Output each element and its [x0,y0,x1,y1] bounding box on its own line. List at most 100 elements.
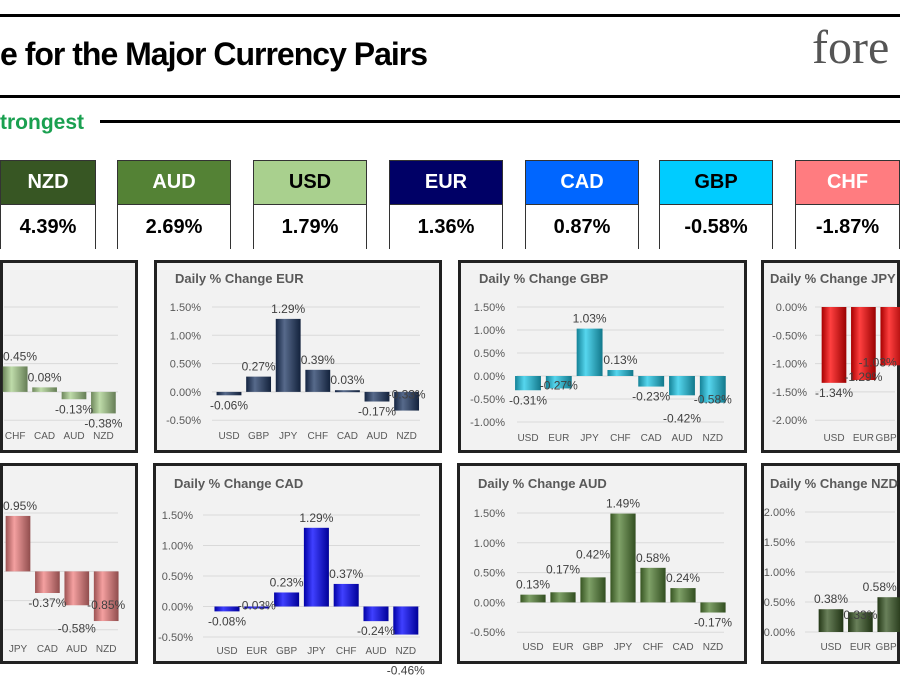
y-tick-label: -1.00% [772,359,807,371]
bar-left-bottom-cad [35,571,60,594]
category-label: CAD [37,644,58,655]
bar-aud-gbp [580,577,606,603]
category-label: USD [820,642,841,653]
y-tick-label: 0.00% [776,302,807,314]
strength-value-cell: 1.36% [390,205,502,250]
category-label: GBP [276,646,297,657]
category-label: JPY [279,431,298,442]
bar-eur-chf [305,369,331,392]
bar-jpy-usd [821,307,847,383]
data-label: -0.17% [694,616,732,630]
bar-left-top-chf [2,366,28,392]
data-label: -1.03% [859,355,897,369]
category-label: GBP [582,642,603,653]
bar-nzd-gbp [877,597,900,632]
data-label: 1.29% [299,511,333,525]
y-tick-label: 0.00% [170,387,201,399]
data-label: 0.37% [329,567,363,581]
strength-currency-header: CAD [526,161,638,205]
strength-currency-header: GBP [660,161,772,205]
chart-panel-aud: Daily % Change AUD [457,463,747,664]
bar-gbp-cad [638,376,665,387]
strength-currency-header: NZD [1,161,95,205]
category-label: AUD [63,431,84,442]
data-label: -0.06% [210,398,248,412]
strength-currency: CAD [560,171,604,193]
data-label: 0.33% [843,608,877,622]
category-label: NZD [703,642,724,653]
category-label: CHF [5,431,26,442]
bar-cad-gbp [274,592,300,607]
strength-currency: GBP [694,171,738,193]
data-label: 0.13% [603,353,637,367]
category-label: EUR [548,433,569,444]
category-label: NZD [396,646,417,657]
bar-gbp-usd [515,376,541,391]
bar-left-bottom-jpy [5,515,31,572]
data-label: -0.38% [84,416,122,430]
strength-value: 2.69% [145,216,203,238]
bar-gbp-aud [669,376,695,396]
section-rule [100,120,900,123]
category-label: CAD [672,642,693,653]
y-tick-label: 0.00% [474,371,505,383]
data-label: 0.24% [666,571,700,585]
y-tick-label: 0.50% [764,597,795,609]
strength-box-gbp: GBP -0.58% [659,160,773,250]
y-tick-label: 1.50% [764,537,795,549]
data-label: -1.29% [844,370,882,384]
strength-value-cell: 2.69% [118,205,230,250]
y-tick-label: -1.50% [772,387,807,399]
y-tick-label: 1.50% [162,510,193,522]
data-label: 0.95% [3,499,37,513]
category-label: AUD [365,646,386,657]
category-label: EUR [552,642,573,653]
bar-aud-usd [520,594,546,603]
data-label: 0.27% [242,360,276,374]
category-label: USD [522,642,543,653]
bar-aud-eur [550,592,576,603]
chart-title-nzd: Daily % Change NZD [770,476,898,491]
y-tick-label: 2.00% [764,507,795,519]
strength-value-cell: 4.39% [1,205,95,250]
y-tick-label: -1.00% [470,417,505,429]
chart-title-eur: Daily % Change EUR [175,271,304,286]
category-label: EUR [850,642,871,653]
category-label: CHF [610,433,631,444]
strength-value-cell: 0.87% [526,205,638,250]
data-label: -0.31% [509,393,547,407]
chart-title-jpy: Daily % Change JPY [770,271,896,286]
bar-cad-aud [363,606,389,622]
y-tick-label: -0.50% [470,394,505,406]
strength-value-cell: 1.79% [254,205,366,250]
data-label: -0.42% [663,411,701,425]
bar-gbp-eur [545,376,572,389]
y-tick-label: -0.50% [470,627,505,639]
y-tick-label: 1.50% [474,302,505,314]
strength-box-aud: AUD 2.69% [117,160,231,250]
y-tick-label: -2.00% [772,415,807,427]
y-tick-label: 1.00% [474,325,505,337]
bar-jpy-eur [851,307,876,381]
y-tick-label: 0.50% [474,348,505,360]
forexlive-logo: fore [812,21,890,74]
strength-box-usd: USD 1.79% [253,160,367,250]
strength-box-nzd: NZD 4.39% [0,160,96,250]
bar-eur-jpy [275,318,301,392]
y-tick-label: 0.00% [764,627,795,639]
category-label: USD [216,646,237,657]
category-label: JPY [614,642,633,653]
bar-gbp-nzd [699,376,726,403]
page-title: e for the Major Currency Pairs [0,36,428,72]
data-label: -1.34% [815,386,853,400]
category-label: AUD [66,644,87,655]
bar-eur-usd [216,391,242,396]
data-label: -0.24% [357,624,395,638]
bar-cad-chf [333,583,359,607]
strength-currency-header: AUD [118,161,230,205]
strength-currency-header: USD [254,161,366,205]
y-tick-label: 1.00% [170,330,201,342]
strength-value-cell: -1.87% [796,205,899,250]
bar-aud-jpy [610,513,636,603]
y-tick-label: -0.50% [158,632,193,644]
